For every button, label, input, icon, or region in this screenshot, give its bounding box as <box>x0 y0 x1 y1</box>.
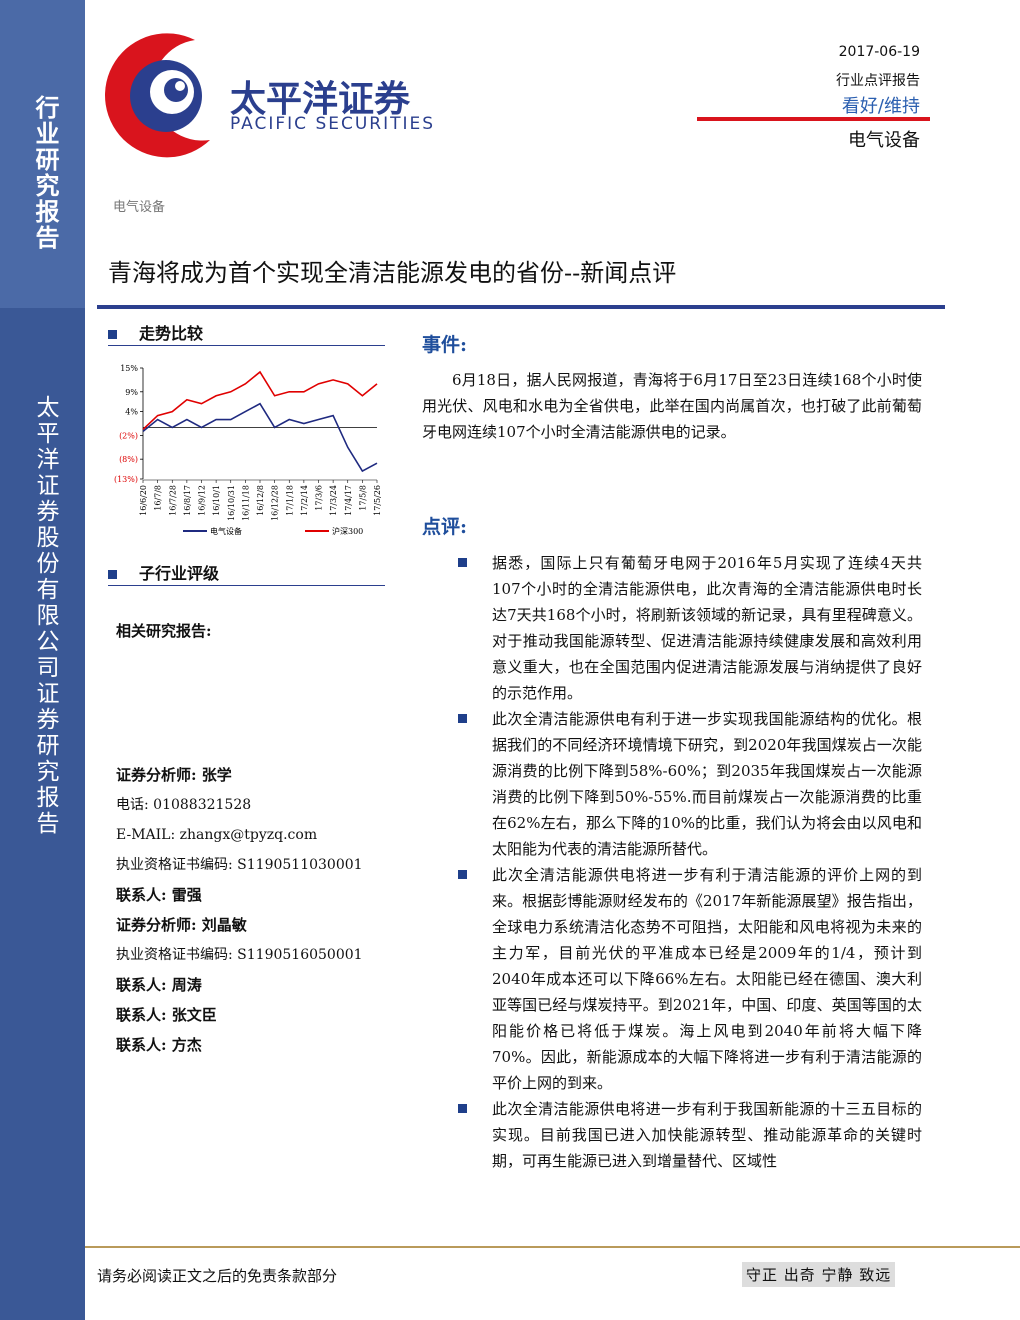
motto: 守正 出奇 宁静 致远 <box>742 1262 896 1287</box>
x-tick-label: 16/10/31 <box>227 485 236 521</box>
y-tick-label: (2%) <box>119 431 138 440</box>
sidebar-bottom-label: 太平洋证券股份有限公司证券研究报告 <box>32 395 58 837</box>
sidebar-bottom <box>0 308 85 1320</box>
comment-text: 此次全清洁能源供电有利于进一步实现我国能源结构的优化。根据我们的不同经济环境情境… <box>492 710 922 858</box>
comment-item: 此次全清洁能源供电有利于进一步实现我国能源结构的优化。根据我们的不同经济环境情境… <box>458 706 922 862</box>
contact-line: 联系人: 周涛 <box>116 976 202 994</box>
sub-rating-heading: 子行业评级 <box>108 560 219 584</box>
x-tick-label: 17/5/8 <box>358 485 367 511</box>
x-tick-label: 17/1/18 <box>285 485 294 516</box>
trend-chart: 15% 9% 4% (2%) (8%) (13%)16/6/20 16/7/8 16/7/28… <box>114 364 382 536</box>
bullet <box>458 558 467 567</box>
sidebar-top <box>0 0 85 308</box>
x-tick-label: 16/6/20 <box>139 485 148 516</box>
bullet <box>458 714 467 723</box>
series-line <box>142 402 378 473</box>
x-tick-label: 16/10/1 <box>212 485 221 516</box>
event-text: 6月18日，据人民网报道，青海将于6月17日至23日连续168个小时使用光伏、风… <box>422 371 922 441</box>
x-tick-label: 16/9/12 <box>198 485 207 516</box>
bullet <box>458 870 467 879</box>
logo-en: PACIFIC SECURITIES <box>230 114 436 134</box>
comment-item: 此次全清洁能源供电将进一步有利于清洁能源的评价上网的到来。根据彭博能源财经发布的… <box>458 862 922 1096</box>
y-tick-label: 4% <box>125 408 138 417</box>
trend-heading-text: 走势比较 <box>139 324 204 343</box>
contact-line: 联系人: 方杰 <box>116 1036 202 1054</box>
comment-text: 此次全清洁能源供电将进一步有利于清洁能源的评价上网的到来。根据彭博能源财经发布的… <box>492 866 922 1092</box>
comment-item: 此次全清洁能源供电将进一步有利于我国新能源的十三五目标的实现。目前我国已进入加快… <box>458 1096 922 1174</box>
comment-text: 此次全清洁能源供电将进一步有利于我国新能源的十三五目标的实现。目前我国已进入加快… <box>492 1100 922 1170</box>
title: 青海将成为首个实现全清洁能源发电的省份--新闻点评 <box>108 259 677 287</box>
disclaimer: 请务必阅读正文之后的免责条款部分 <box>97 1267 338 1285</box>
contact-line: 电话: 01088321528 <box>116 797 252 813</box>
y-tick-label: 9% <box>125 388 138 397</box>
header-rule <box>697 117 930 121</box>
related-heading: 相关研究报告: <box>116 622 212 640</box>
x-tick-label: 16/8/17 <box>183 485 192 516</box>
comments: 据悉，国际上只有葡萄牙电网于2016年5月实现了连续4天共107个小时的全清洁能… <box>458 550 922 1222</box>
rating: 看好/维持 <box>841 96 920 117</box>
logo-mark <box>105 33 210 158</box>
category: 电气设备 <box>113 200 166 215</box>
report-type: 行业点评报告 <box>836 73 920 89</box>
report-date: 2017-06-19 <box>838 44 920 60</box>
contact-line: 证券分析师: 张学 <box>116 766 232 784</box>
contact-line: 执业资格证书编码: S1190516050001 <box>116 947 363 963</box>
x-tick-label: 16/7/28 <box>168 485 177 516</box>
contact-line: 联系人: 张文臣 <box>116 1006 217 1024</box>
legend-label: 沪深300 <box>332 526 363 536</box>
x-tick-label: 17/5/26 <box>373 485 382 516</box>
series-line <box>142 370 378 431</box>
event-heading: 事件: <box>422 334 468 356</box>
contact-line: 执业资格证书编码: S1190511030001 <box>116 857 363 873</box>
comment-text: 据悉，国际上只有葡萄牙电网于2016年5月实现了连续4天共107个小时的全清洁能… <box>492 554 922 702</box>
comment-item: 据悉，国际上只有葡萄牙电网于2016年5月实现了连续4天共107个小时的全清洁能… <box>458 550 922 706</box>
logo-cn: 太平洋证券 <box>230 79 411 120</box>
section-rule <box>108 585 385 586</box>
title-rule <box>97 305 945 309</box>
sidebar-top-label: 行业研究报告 <box>31 95 60 251</box>
y-tick-label: (8%) <box>119 455 138 464</box>
x-tick-label: 16/7/8 <box>154 485 163 511</box>
sector: 电气设备 <box>848 130 920 151</box>
contact-line: 联系人: 雷强 <box>116 886 202 904</box>
y-tick-label: (13%) <box>114 475 138 484</box>
contact-line: E-MAIL: zhangx@tpyzq.com <box>116 827 318 843</box>
footer-rule <box>85 1246 1020 1248</box>
y-tick-label: 15% <box>120 364 138 373</box>
x-tick-label: 17/3/24 <box>329 485 338 516</box>
x-tick-label: 17/3/6 <box>315 485 324 511</box>
x-tick-label: 16/12/8 <box>256 485 265 516</box>
contact-line: 证券分析师: 刘晶敏 <box>116 916 247 934</box>
trend-heading: 走势比较 <box>108 320 203 344</box>
contacts: 证券分析师: 张学电话: 01088321528 E-MAIL: zhangx@t… <box>116 760 386 1060</box>
x-tick-label: 16/11/18 <box>241 485 250 521</box>
section-rule <box>108 345 385 346</box>
comment-heading: 点评: <box>422 516 468 538</box>
sub-rating-heading-text: 子行业评级 <box>139 564 220 583</box>
x-tick-label: 17/4/17 <box>344 485 353 516</box>
x-tick-label: 17/2/14 <box>300 485 309 516</box>
bullet <box>458 1104 467 1113</box>
x-tick-label: 16/12/28 <box>271 485 280 521</box>
legend-label: 电气设备 <box>210 526 242 536</box>
